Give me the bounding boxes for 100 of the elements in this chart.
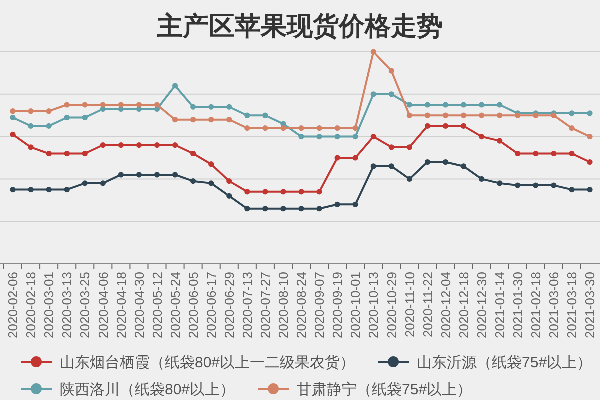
x-tick-label: 2020-11-10 — [402, 272, 418, 338]
point — [82, 180, 88, 186]
point — [587, 187, 593, 193]
point — [64, 114, 70, 121]
point — [244, 206, 250, 212]
point — [46, 123, 52, 129]
point — [551, 150, 557, 157]
x-tick-label: 2020-06-05 — [186, 272, 201, 338]
x-tick-label: 2020-07-27 — [258, 272, 274, 338]
point — [82, 114, 88, 121]
point — [64, 150, 70, 157]
point — [406, 176, 412, 182]
point — [298, 126, 304, 132]
point — [190, 150, 196, 157]
point — [46, 187, 52, 193]
x-tick-label: 2020-11-22 — [420, 272, 436, 338]
point — [118, 102, 124, 108]
x-tick-label: 2020-10-13 — [366, 272, 382, 338]
point — [587, 159, 593, 166]
point — [569, 110, 575, 116]
x-tick-label: 2020-05-24 — [168, 272, 183, 338]
point — [208, 162, 214, 168]
point — [298, 189, 304, 195]
point — [10, 108, 16, 114]
point — [262, 126, 268, 132]
point — [352, 134, 358, 140]
point — [479, 112, 485, 118]
x-tick-label: 2020-10-01 — [348, 272, 364, 338]
point — [497, 138, 503, 144]
point — [262, 189, 268, 195]
point — [190, 104, 196, 110]
point — [208, 104, 214, 110]
point — [244, 126, 250, 132]
point — [136, 142, 142, 148]
point — [280, 206, 286, 212]
point — [424, 102, 431, 108]
legend-label: 山东烟台栖霞（纸袋80#以上一二级果农货） — [60, 354, 356, 372]
x-tick-label: 2020-05-12 — [150, 272, 165, 338]
x-tick-label: 2020-03-13 — [60, 272, 75, 338]
x-tick-label: 2021-02-18 — [528, 272, 544, 338]
point — [442, 102, 449, 108]
point — [100, 142, 106, 148]
x-tick-label: 2020-04-18 — [114, 272, 129, 338]
point — [46, 108, 52, 114]
point — [370, 92, 376, 98]
point — [28, 144, 34, 150]
x-tick-label: 2020-08-24 — [294, 272, 310, 338]
point — [64, 102, 70, 108]
point — [82, 150, 88, 157]
point — [262, 112, 268, 118]
point — [460, 102, 467, 108]
point — [533, 182, 539, 188]
point — [226, 117, 232, 123]
point — [298, 206, 304, 212]
point — [154, 102, 160, 108]
x-tick-label: 2020-10-29 — [384, 272, 400, 338]
point — [226, 104, 232, 110]
legend-label: 山东沂源（纸袋75#以上） — [417, 354, 592, 372]
x-tick-label: 2020-12-18 — [456, 272, 472, 338]
x-tick-label: 2020-08-10 — [276, 272, 292, 338]
point — [10, 114, 16, 121]
point — [569, 150, 575, 157]
point — [154, 172, 160, 178]
point — [316, 206, 322, 212]
point — [190, 117, 196, 123]
x-tick-label: 2020-04-06 — [96, 272, 111, 338]
point — [460, 164, 467, 170]
title: 主产区苹果现货价格走势 — [157, 11, 443, 41]
point — [497, 112, 503, 118]
x-tick-label: 2020-06-29 — [222, 272, 237, 338]
point — [100, 180, 106, 186]
point — [424, 159, 431, 166]
point — [172, 117, 178, 123]
point — [190, 178, 196, 184]
point — [82, 102, 88, 108]
point — [406, 102, 412, 108]
point — [334, 134, 340, 140]
point — [352, 202, 358, 208]
x-tick-label: 2021-01-30 — [510, 272, 526, 338]
point — [587, 110, 593, 116]
point — [226, 178, 232, 184]
x-tick-label: 2020-12-30 — [474, 272, 490, 338]
x-tick-label: 2020-07-13 — [240, 272, 255, 338]
point — [316, 134, 322, 140]
point — [569, 126, 575, 132]
point — [334, 155, 340, 161]
x-tick-label: 2020-12-04 — [438, 272, 454, 338]
point — [244, 189, 250, 195]
legend-label: 陕西洛川（纸袋80#以上） — [60, 382, 236, 398]
point — [442, 112, 449, 118]
point — [352, 155, 358, 161]
x-tick-label: 2020-02-06 — [6, 272, 21, 338]
x-tick-label: 2020-06-17 — [204, 272, 219, 338]
point — [172, 83, 178, 89]
point — [118, 172, 124, 178]
x-tick-label: 2021-01-14 — [492, 272, 508, 338]
point — [569, 187, 575, 193]
point — [172, 142, 178, 148]
point — [497, 102, 503, 108]
point — [316, 126, 322, 132]
